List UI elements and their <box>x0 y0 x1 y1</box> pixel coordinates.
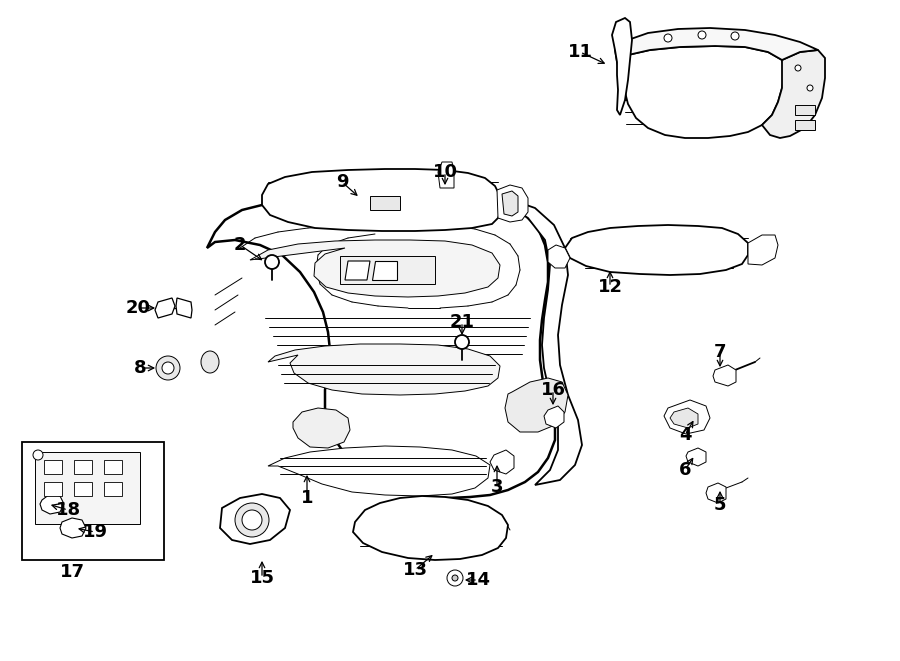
Polygon shape <box>544 406 564 428</box>
Bar <box>74 460 92 474</box>
Circle shape <box>447 570 463 586</box>
Polygon shape <box>615 28 818 62</box>
Polygon shape <box>40 494 64 514</box>
Circle shape <box>664 34 672 42</box>
Text: 2: 2 <box>234 236 247 254</box>
Text: 5: 5 <box>714 496 726 514</box>
Text: 12: 12 <box>598 278 623 296</box>
Text: 13: 13 <box>402 561 428 579</box>
Polygon shape <box>268 446 490 496</box>
Polygon shape <box>353 496 508 560</box>
Polygon shape <box>207 196 555 498</box>
Polygon shape <box>713 365 736 386</box>
Bar <box>35 452 140 524</box>
Bar <box>104 482 122 496</box>
Text: 18: 18 <box>56 501 81 519</box>
Circle shape <box>698 31 706 39</box>
Polygon shape <box>762 50 825 138</box>
Text: 16: 16 <box>541 381 565 399</box>
Polygon shape <box>612 18 632 115</box>
Polygon shape <box>176 298 192 318</box>
Circle shape <box>807 85 813 91</box>
Bar <box>44 460 62 474</box>
Text: 11: 11 <box>568 43 592 61</box>
Ellipse shape <box>201 351 219 373</box>
Polygon shape <box>155 298 175 318</box>
Polygon shape <box>686 448 706 466</box>
Polygon shape <box>220 494 290 544</box>
Polygon shape <box>250 240 500 297</box>
Circle shape <box>731 32 739 40</box>
Bar <box>22 442 164 560</box>
Text: 1: 1 <box>301 489 313 507</box>
Text: 8: 8 <box>134 359 147 377</box>
Polygon shape <box>505 378 568 432</box>
Text: 19: 19 <box>83 523 107 541</box>
Polygon shape <box>345 261 370 280</box>
Polygon shape <box>60 518 86 538</box>
Text: 7: 7 <box>714 343 726 361</box>
Circle shape <box>795 65 801 71</box>
Polygon shape <box>548 245 570 268</box>
Text: 6: 6 <box>679 461 691 479</box>
Polygon shape <box>293 408 350 448</box>
Text: 17: 17 <box>59 563 85 581</box>
Bar <box>44 482 62 496</box>
Circle shape <box>33 450 43 460</box>
Circle shape <box>162 362 174 374</box>
Bar <box>370 196 400 210</box>
Circle shape <box>455 335 469 349</box>
Text: 10: 10 <box>433 163 457 181</box>
Polygon shape <box>372 261 397 280</box>
Text: 3: 3 <box>491 478 503 496</box>
Polygon shape <box>664 400 710 434</box>
Text: 15: 15 <box>249 569 274 587</box>
Circle shape <box>242 510 262 530</box>
Text: 4: 4 <box>679 426 691 444</box>
Circle shape <box>265 255 279 269</box>
Polygon shape <box>438 162 454 188</box>
Circle shape <box>452 575 458 581</box>
Bar <box>104 460 122 474</box>
Polygon shape <box>490 450 514 474</box>
Circle shape <box>156 356 180 380</box>
Polygon shape <box>617 46 785 138</box>
Polygon shape <box>565 225 748 275</box>
Polygon shape <box>706 483 726 503</box>
Text: 14: 14 <box>465 571 491 589</box>
Polygon shape <box>497 185 528 222</box>
Text: 20: 20 <box>125 299 150 317</box>
Text: 21: 21 <box>449 313 474 331</box>
Bar <box>340 256 435 284</box>
Polygon shape <box>262 169 502 231</box>
Circle shape <box>235 503 269 537</box>
Text: 9: 9 <box>336 173 348 191</box>
Bar <box>74 482 92 496</box>
Polygon shape <box>502 191 518 216</box>
Bar <box>795 120 815 130</box>
Polygon shape <box>268 344 500 395</box>
Bar <box>795 105 815 115</box>
Polygon shape <box>500 200 582 485</box>
Polygon shape <box>748 235 778 265</box>
Polygon shape <box>670 408 698 428</box>
